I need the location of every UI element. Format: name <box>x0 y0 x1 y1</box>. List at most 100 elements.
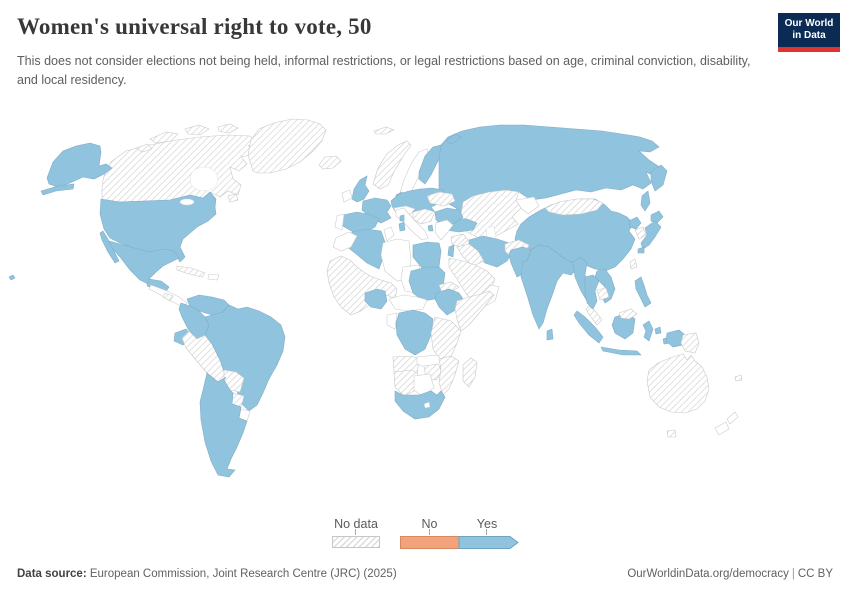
country-kazakhstan-central-asia[interactable] <box>459 189 522 240</box>
owid-logo-line1: Our World <box>784 18 834 29</box>
hawaii[interactable] <box>8 274 16 281</box>
malaysia-borneo[interactable] <box>618 308 638 320</box>
page-title: Women's universal right to vote, 50 <box>17 14 372 39</box>
country-cuba[interactable] <box>176 265 206 278</box>
country-cambodia[interactable] <box>596 287 610 301</box>
country-greece[interactable] <box>434 219 454 241</box>
footer: Data source: European Commission, Joint … <box>17 568 833 580</box>
legend-bar[interactable] <box>400 536 519 549</box>
country-kamchatka[interactable] <box>650 164 668 192</box>
country-kenya-tanzania[interactable] <box>430 316 462 362</box>
indonesia-sumatra[interactable] <box>573 310 604 344</box>
country-taiwan[interactable] <box>629 258 638 270</box>
country-finland[interactable] <box>418 144 442 185</box>
indonesia-sulawesi[interactable] <box>642 320 654 342</box>
legend-swatch-no-data[interactable] <box>332 536 380 548</box>
country-iceland[interactable] <box>318 155 342 170</box>
country-chile-argentina[interactable] <box>199 372 248 478</box>
country-eritrea[interactable] <box>438 281 460 293</box>
new-zealand-north[interactable] <box>726 411 739 425</box>
country-newfoundland[interactable] <box>227 193 239 203</box>
legend-swatch-no[interactable] <box>400 536 460 549</box>
country-hispaniola[interactable] <box>207 273 220 281</box>
country-norway[interactable] <box>372 140 412 190</box>
hudson-bay <box>189 166 219 192</box>
legend-label-no-data: No data <box>334 517 378 531</box>
country-sardinia[interactable] <box>398 221 406 232</box>
country-uk[interactable] <box>351 175 370 203</box>
country-madagascar[interactable] <box>462 357 478 388</box>
country-lesotho[interactable] <box>423 401 431 409</box>
aleutian-islands[interactable] <box>40 183 75 196</box>
country-cameroon-car[interactable] <box>388 294 428 312</box>
country-laos-vietnam[interactable] <box>594 268 616 304</box>
country-mongolia[interactable] <box>544 198 604 216</box>
legend-tick-no-data <box>355 529 356 535</box>
country-brazil[interactable] <box>204 304 286 412</box>
country-philippines[interactable] <box>634 276 652 308</box>
country-japan-kyushu[interactable] <box>637 246 645 254</box>
country-egypt[interactable] <box>412 241 442 270</box>
chart-subtitle: This does not consider elections not bei… <box>17 54 751 87</box>
country-somalia[interactable] <box>454 290 495 332</box>
country-canada[interactable] <box>101 134 259 204</box>
country-morocco[interactable] <box>332 231 358 252</box>
legend-tick-yes <box>486 529 487 535</box>
country-east-kazakh[interactable] <box>515 196 540 215</box>
arctic-island-1[interactable] <box>149 131 179 144</box>
country-sakhalin[interactable] <box>640 190 651 212</box>
country-papua-new-guinea[interactable] <box>680 332 700 354</box>
legend-label-yes: Yes <box>476 517 498 531</box>
country-yugoslavia[interactable] <box>412 208 436 225</box>
country-drc[interactable] <box>395 309 434 356</box>
new-zealand-south[interactable] <box>714 421 730 436</box>
new-caledonia[interactable] <box>734 374 743 382</box>
footer-license[interactable]: CC BY <box>797 568 833 580</box>
country-romania-bulgaria[interactable] <box>434 207 464 225</box>
owid-logo: Our World in Data <box>778 13 840 52</box>
country-israel[interactable] <box>447 244 455 258</box>
indonesia-moluccas-1[interactable] <box>654 326 662 335</box>
footer-right: OurWorldinData.org/democracy | CC BY <box>627 568 833 580</box>
country-nigeria[interactable] <box>364 288 388 310</box>
country-syria[interactable] <box>450 233 469 248</box>
country-svalbard[interactable] <box>373 126 395 135</box>
indonesia-java[interactable] <box>600 346 642 356</box>
country-albania[interactable] <box>427 224 434 232</box>
country-south-korea[interactable] <box>634 226 647 240</box>
country-sahara-west-africa[interactable] <box>326 255 398 316</box>
country-india[interactable] <box>520 244 578 330</box>
country-alaska[interactable] <box>46 142 113 188</box>
footer-link[interactable]: OurWorldinData.org/democracy <box>627 568 789 580</box>
country-tunisia[interactable] <box>383 226 395 242</box>
country-corsica[interactable] <box>399 214 405 222</box>
country-mozambique[interactable] <box>438 355 460 396</box>
country-japan-hokkaido[interactable] <box>650 210 664 224</box>
footer-separator: | <box>791 568 795 580</box>
country-ireland[interactable] <box>341 189 353 203</box>
tasmania[interactable] <box>666 429 677 438</box>
arctic-island-2[interactable] <box>184 124 210 136</box>
country-portugal[interactable] <box>334 213 345 231</box>
country-honduras-nicaragua[interactable] <box>162 292 174 302</box>
country-mexico[interactable] <box>108 240 180 285</box>
country-malaysia[interactable] <box>585 305 603 326</box>
country-australia[interactable] <box>646 353 710 414</box>
great-lakes <box>179 198 195 206</box>
legend-swatch-yes[interactable] <box>458 536 519 549</box>
country-north-korea[interactable] <box>628 216 642 230</box>
country-south-africa[interactable] <box>394 390 446 420</box>
country-japan-honshu[interactable] <box>640 220 662 250</box>
country-congo-gabon[interactable] <box>386 312 398 330</box>
country-novaya-zemlya[interactable] <box>445 133 462 145</box>
country-sri-lanka[interactable] <box>546 328 554 341</box>
arctic-island-3[interactable] <box>217 123 239 134</box>
country-thailand[interactable] <box>584 274 600 310</box>
country-usa[interactable] <box>99 191 217 263</box>
arctic-island-4[interactable] <box>135 143 153 153</box>
country-greenland[interactable] <box>247 118 327 174</box>
country-iraq[interactable] <box>456 243 485 267</box>
country-baltics-belarus[interactable] <box>426 191 456 207</box>
